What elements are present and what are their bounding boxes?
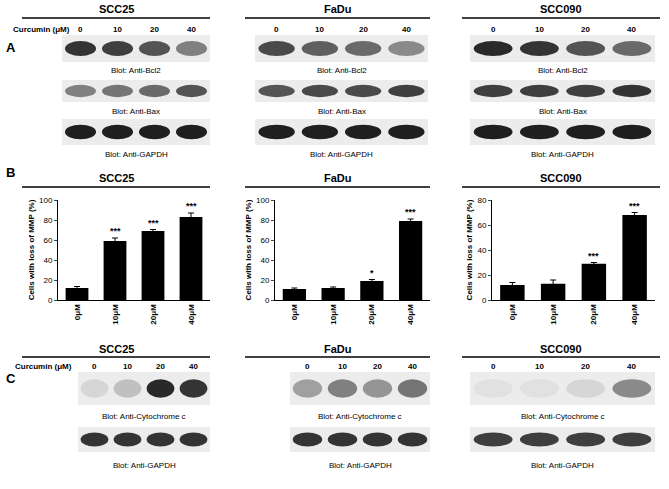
svg-text:0: 0 bbox=[92, 362, 97, 371]
svg-text:***: *** bbox=[405, 207, 416, 217]
svg-text:40: 40 bbox=[408, 362, 417, 371]
svg-text:20μM: 20μM bbox=[589, 304, 598, 325]
svg-text:SCC25: SCC25 bbox=[99, 3, 134, 15]
svg-text:A: A bbox=[6, 40, 16, 55]
svg-text:20: 20 bbox=[581, 25, 590, 34]
svg-text:SCC25: SCC25 bbox=[99, 343, 134, 355]
svg-text:100: 100 bbox=[256, 196, 270, 205]
svg-text:20: 20 bbox=[581, 362, 590, 371]
svg-text:60: 60 bbox=[260, 236, 269, 245]
svg-text:Cells with loss of MMP (%): Cells with loss of MMP (%) bbox=[27, 199, 36, 300]
svg-text:10μM: 10μM bbox=[549, 304, 558, 325]
svg-text:80: 80 bbox=[43, 216, 52, 225]
svg-text:SCC090: SCC090 bbox=[540, 3, 582, 15]
svg-text:40: 40 bbox=[627, 362, 636, 371]
svg-text:40μM: 40μM bbox=[187, 304, 196, 325]
svg-text:Cells with loss of MMP (%): Cells with loss of MMP (%) bbox=[465, 199, 474, 300]
svg-text:40: 40 bbox=[43, 256, 52, 265]
svg-text:100: 100 bbox=[39, 196, 53, 205]
svg-text:Blot: Anti-GAPDH: Blot: Anti-GAPDH bbox=[105, 150, 168, 159]
svg-text:40: 40 bbox=[187, 25, 196, 34]
svg-text:***: *** bbox=[110, 226, 121, 236]
svg-text:0μM: 0μM bbox=[73, 304, 82, 320]
svg-text:20: 20 bbox=[260, 276, 269, 285]
svg-text:40μM: 40μM bbox=[406, 304, 415, 325]
svg-text:Cells with loss of MMP (%): Cells with loss of MMP (%) bbox=[244, 199, 253, 300]
svg-text:Blot: Anti-Bcl2: Blot: Anti-Bcl2 bbox=[317, 66, 367, 75]
svg-text:40: 40 bbox=[477, 246, 486, 255]
svg-text:0μM: 0μM bbox=[290, 304, 299, 320]
svg-text:40: 40 bbox=[189, 362, 198, 371]
svg-text:FaDu: FaDu bbox=[324, 343, 352, 355]
svg-text:Blot: Anti-GAPDH: Blot: Anti-GAPDH bbox=[310, 150, 373, 159]
svg-text:80: 80 bbox=[260, 216, 269, 225]
svg-text:*: * bbox=[370, 268, 374, 278]
svg-text:Blot: Anti-Bcl2: Blot: Anti-Bcl2 bbox=[111, 66, 161, 75]
svg-text:Blot: Anti-GAPDH: Blot: Anti-GAPDH bbox=[531, 150, 594, 159]
svg-text:0: 0 bbox=[491, 25, 496, 34]
svg-text:10: 10 bbox=[113, 25, 122, 34]
svg-text:SCC090: SCC090 bbox=[540, 343, 582, 355]
svg-text:0: 0 bbox=[48, 296, 53, 305]
svg-text:60: 60 bbox=[477, 221, 486, 230]
svg-text:20: 20 bbox=[43, 276, 52, 285]
svg-text:10: 10 bbox=[535, 25, 544, 34]
svg-text:10μM: 10μM bbox=[329, 304, 338, 325]
svg-text:***: *** bbox=[186, 201, 197, 211]
svg-text:20μM: 20μM bbox=[149, 304, 158, 325]
svg-text:0: 0 bbox=[265, 296, 270, 305]
svg-text:Blot: Anti-GAPDH: Blot: Anti-GAPDH bbox=[113, 461, 176, 470]
svg-text:40: 40 bbox=[260, 256, 269, 265]
svg-text:60: 60 bbox=[43, 236, 52, 245]
svg-text:SCC25: SCC25 bbox=[99, 172, 134, 184]
svg-text:10μM: 10μM bbox=[111, 304, 120, 325]
svg-text:0: 0 bbox=[491, 362, 496, 371]
svg-text:20: 20 bbox=[477, 271, 486, 280]
svg-text:10: 10 bbox=[338, 362, 347, 371]
svg-text:10: 10 bbox=[535, 362, 544, 371]
svg-text:C: C bbox=[6, 371, 16, 386]
svg-text:Blot: Anti-Bcl2: Blot: Anti-Bcl2 bbox=[538, 66, 588, 75]
svg-text:20: 20 bbox=[359, 25, 368, 34]
svg-text:Curcumin (μM): Curcumin (μM) bbox=[13, 25, 70, 34]
svg-text:Blot: Anti-Cytochrome c: Blot: Anti-Cytochrome c bbox=[521, 412, 605, 421]
svg-text:Blot: Anti-Bax: Blot: Anti-Bax bbox=[112, 107, 160, 116]
svg-text:0: 0 bbox=[274, 25, 279, 34]
svg-text:40: 40 bbox=[402, 25, 411, 34]
svg-text:FaDu: FaDu bbox=[324, 172, 352, 184]
svg-text:Blot: Anti-GAPDH: Blot: Anti-GAPDH bbox=[329, 461, 392, 470]
svg-text:0μM: 0μM bbox=[508, 304, 517, 320]
svg-text:20: 20 bbox=[373, 362, 382, 371]
svg-text:Blot: Anti-Cytochrome c: Blot: Anti-Cytochrome c bbox=[102, 412, 186, 421]
svg-text:0: 0 bbox=[482, 296, 487, 305]
svg-text:20: 20 bbox=[150, 25, 159, 34]
svg-text:40μM: 40μM bbox=[630, 304, 639, 325]
svg-text:40: 40 bbox=[627, 25, 636, 34]
svg-text:***: *** bbox=[148, 218, 159, 228]
svg-text:20: 20 bbox=[156, 362, 165, 371]
svg-text:FaDu: FaDu bbox=[324, 3, 352, 15]
svg-text:***: *** bbox=[588, 251, 599, 261]
svg-text:10: 10 bbox=[315, 25, 324, 34]
svg-text:0: 0 bbox=[305, 362, 310, 371]
svg-text:B: B bbox=[6, 165, 15, 180]
svg-text:10: 10 bbox=[123, 362, 132, 371]
svg-text:20μM: 20μM bbox=[367, 304, 376, 325]
svg-text:***: *** bbox=[629, 201, 640, 211]
svg-text:80: 80 bbox=[477, 196, 486, 205]
svg-text:Curcumin (μM): Curcumin (μM) bbox=[15, 362, 72, 371]
svg-text:0: 0 bbox=[78, 25, 83, 34]
svg-text:SCC090: SCC090 bbox=[540, 172, 582, 184]
svg-text:Blot: Anti-GAPDH: Blot: Anti-GAPDH bbox=[531, 461, 594, 470]
svg-text:Blot: Anti-Bax: Blot: Anti-Bax bbox=[539, 107, 587, 116]
svg-text:Blot: Anti-Cytochrome c: Blot: Anti-Cytochrome c bbox=[318, 412, 402, 421]
svg-text:Blot: Anti-Bax: Blot: Anti-Bax bbox=[318, 107, 366, 116]
